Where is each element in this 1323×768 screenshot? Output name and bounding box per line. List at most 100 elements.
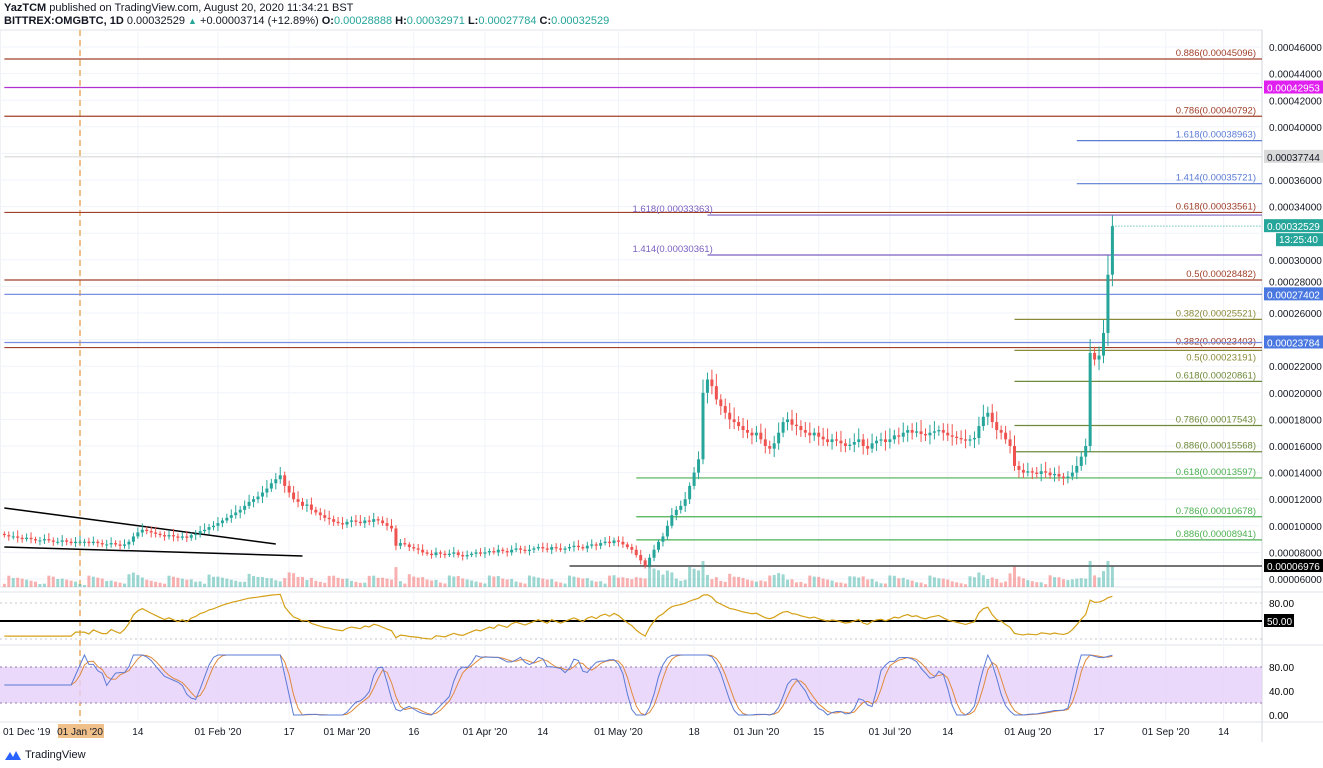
volume-bar bbox=[781, 574, 785, 587]
price-change: +0.00003714 (+12.89%) bbox=[200, 15, 319, 27]
volume-bar bbox=[87, 575, 91, 587]
high-label: H: bbox=[395, 15, 407, 27]
volume-bar bbox=[1004, 581, 1008, 587]
volume-bar bbox=[34, 581, 37, 587]
volume-bar bbox=[412, 576, 416, 587]
candle bbox=[514, 548, 518, 550]
candle bbox=[608, 541, 612, 544]
candle bbox=[719, 399, 723, 407]
volume-bar bbox=[470, 580, 474, 587]
volume-bar bbox=[1013, 566, 1016, 587]
candle bbox=[145, 529, 149, 532]
candle bbox=[234, 512, 238, 516]
volume-bar bbox=[594, 581, 598, 587]
candle bbox=[309, 504, 313, 510]
volume-bar bbox=[590, 580, 594, 587]
candle bbox=[229, 515, 233, 518]
candle bbox=[38, 540, 42, 542]
candle bbox=[305, 504, 309, 506]
candle bbox=[207, 527, 211, 530]
price-tick-label: 0.00036000 bbox=[1269, 176, 1322, 187]
volume-bar bbox=[808, 575, 812, 587]
trendline bbox=[4, 546, 303, 557]
candle bbox=[212, 525, 215, 528]
main-pane bbox=[0, 29, 1263, 588]
volume-bar bbox=[212, 576, 215, 587]
publisher[interactable]: YazTCM bbox=[4, 2, 47, 14]
candle bbox=[341, 523, 345, 525]
candle bbox=[443, 553, 447, 556]
candle bbox=[403, 543, 407, 545]
volume-bar bbox=[51, 576, 55, 587]
volume-bar bbox=[514, 581, 518, 587]
volume-bar bbox=[38, 584, 42, 587]
time-tick-label: 01 Jan '20 bbox=[57, 727, 103, 738]
volume-bar bbox=[332, 575, 336, 587]
rsi-tick-label: 50.00 bbox=[1267, 617, 1292, 628]
price-tick-label: 0.00028000 bbox=[1269, 277, 1322, 288]
volume-bar bbox=[1061, 579, 1065, 587]
candle bbox=[665, 525, 669, 537]
volume-bar bbox=[314, 580, 318, 587]
fib-level-label: 1.618(0.00038963) bbox=[1176, 130, 1256, 141]
volume-bar bbox=[29, 580, 33, 587]
volume-bar bbox=[167, 575, 171, 587]
volume-bar bbox=[746, 579, 749, 587]
last-price-tag bbox=[1264, 219, 1323, 233]
candle bbox=[612, 540, 616, 544]
candle bbox=[892, 435, 896, 440]
volume-bar bbox=[523, 583, 527, 587]
candle bbox=[65, 540, 69, 542]
volume-bar bbox=[1017, 576, 1021, 587]
candle bbox=[479, 552, 482, 554]
volume-bar bbox=[625, 578, 629, 587]
tradingview-logo-icon bbox=[5, 751, 21, 760]
candle bbox=[839, 440, 843, 444]
volume-bar bbox=[1110, 566, 1114, 587]
candle bbox=[131, 536, 135, 542]
candle bbox=[786, 419, 790, 423]
candle bbox=[2, 533, 6, 536]
volume-bar bbox=[56, 579, 60, 587]
volume-bar bbox=[719, 580, 723, 587]
candle bbox=[394, 528, 398, 546]
candle bbox=[287, 485, 291, 493]
symbol-legend: BITTREX:OMGBTC, 1D 0.00032529 ▲ +0.00003… bbox=[4, 15, 609, 27]
volume-bar bbox=[105, 581, 109, 587]
candle bbox=[416, 548, 420, 550]
volume-bar bbox=[643, 578, 647, 587]
volume-bar bbox=[901, 577, 905, 587]
volume-bar bbox=[1102, 571, 1105, 587]
volume-bar bbox=[830, 580, 834, 587]
candle bbox=[527, 549, 531, 552]
volume-bar bbox=[603, 583, 607, 587]
candle bbox=[701, 392, 705, 460]
volume-bar bbox=[234, 580, 238, 587]
price-tag-label: 0.00042953 bbox=[1267, 84, 1320, 95]
candle bbox=[843, 443, 847, 446]
fib-level-label: 0.786(0.00010678) bbox=[1176, 506, 1256, 517]
volume-bar bbox=[563, 583, 567, 587]
candle bbox=[1070, 472, 1074, 477]
volume-bar bbox=[74, 581, 78, 587]
brand-name: TradingView bbox=[25, 749, 86, 761]
symbol[interactable]: BITTREX:OMGBTC, 1D bbox=[4, 15, 124, 27]
candle bbox=[1088, 352, 1092, 446]
candle bbox=[585, 545, 589, 549]
close-value: 0.00032529 bbox=[551, 15, 610, 27]
candle bbox=[888, 439, 892, 443]
candle bbox=[274, 479, 278, 484]
candle bbox=[848, 444, 852, 446]
candle bbox=[100, 543, 104, 545]
candle bbox=[465, 555, 469, 557]
rsi-mid-tag bbox=[1264, 614, 1294, 627]
candle bbox=[866, 446, 870, 449]
candle bbox=[995, 422, 999, 431]
price-chart[interactable]: 0.00046000 0.00044000 0.00042000 0.00040000… bbox=[0, 0, 1323, 745]
candle bbox=[692, 472, 696, 486]
candle bbox=[919, 431, 923, 435]
tradingview-footer[interactable]: TradingView bbox=[4, 749, 86, 761]
candle bbox=[959, 438, 963, 440]
candle bbox=[794, 424, 798, 427]
volume-bar bbox=[1026, 580, 1030, 587]
